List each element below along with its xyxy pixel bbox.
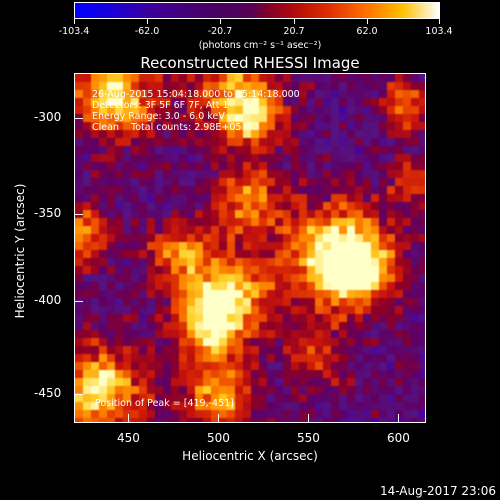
x-axis-label: Heliocentric X (arcsec) <box>182 449 318 463</box>
colorbar-tick-label: -20.7 <box>207 26 233 37</box>
annotation-detectors: Detectors: 3F 5F 6F 7F, Att 1 <box>92 100 229 111</box>
y-tick-mark <box>75 214 83 215</box>
colorbar <box>74 2 440 19</box>
x-tick-mark <box>398 414 399 422</box>
colorbar-tick-label: -103.4 <box>58 26 90 37</box>
y-tick-mark <box>75 118 83 119</box>
y-tick-mark <box>75 394 83 395</box>
y-tick-label: -450 <box>34 386 62 400</box>
y-tick-label: -300 <box>34 110 62 124</box>
x-tick-label: 500 <box>207 431 230 445</box>
colorbar-tick-mark <box>147 19 148 24</box>
annotation-peak-position: Position of Peak = [419,-451] <box>95 398 234 409</box>
plot-title: Reconstructed RHESSI Image <box>140 54 360 72</box>
colorbar-tick-mark <box>367 19 368 24</box>
x-tick-label: 550 <box>297 431 320 445</box>
colorbar-tick-mark <box>220 19 221 24</box>
colorbar-tick-label: -62.0 <box>134 26 160 37</box>
colorbar-tick-mark <box>439 19 440 24</box>
colorbar-units: (photons cm⁻² s⁻¹ asec⁻²) <box>198 40 322 51</box>
annotation-time-range: 26-Aug-2015 15:04:18.000 to 15:14:18.000 <box>92 89 300 100</box>
colorbar-tick-mark <box>74 19 75 24</box>
colorbar-tick-label: 62.0 <box>356 26 378 37</box>
x-tick-mark <box>218 414 219 422</box>
y-axis-label: Heliocentric Y (arcsec) <box>13 183 27 319</box>
y-tick-label: -350 <box>34 206 62 220</box>
x-tick-mark <box>308 414 309 422</box>
footer-timestamp: 14-Aug-2017 23:06 <box>379 484 496 498</box>
x-tick-mark <box>128 414 129 422</box>
x-tick-label: 600 <box>387 431 410 445</box>
colorbar-tick-mark <box>294 19 295 24</box>
annotation-energy-range: Energy Range: 3.0 - 6.0 keV <box>92 111 225 122</box>
colorbar-tick-label: 20.7 <box>283 26 305 37</box>
colorbar-tick-label: 103.4 <box>425 26 453 37</box>
rhessi-image-plot: 26-Aug-2015 15:04:18.000 to 15:14:18.000… <box>74 73 426 423</box>
x-tick-label: 450 <box>117 431 140 445</box>
y-tick-label: -400 <box>34 293 62 307</box>
rhessi-heatmap <box>75 74 425 422</box>
annotation-total-counts: Clean Total counts: 2.98E+05 <box>92 122 242 133</box>
y-tick-mark <box>75 301 83 302</box>
